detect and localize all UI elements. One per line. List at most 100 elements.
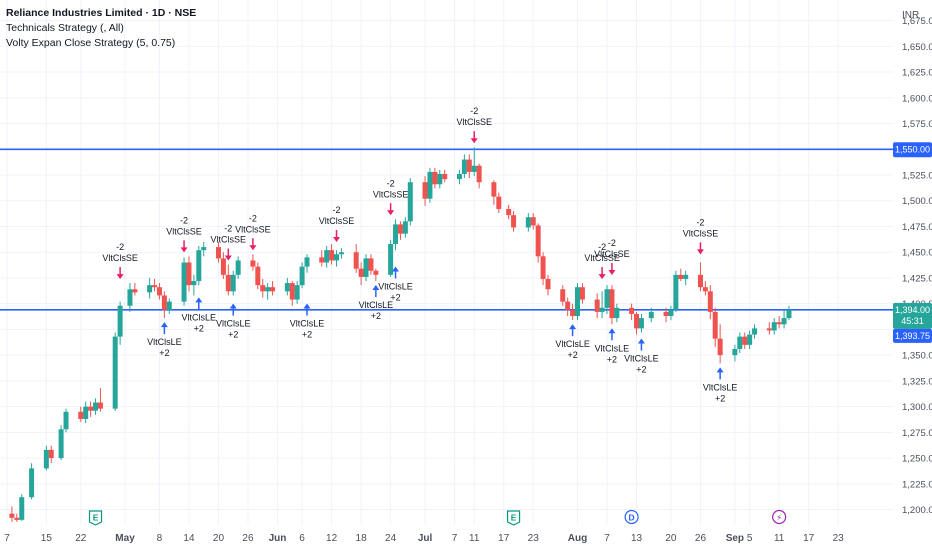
candle-body <box>697 274 703 288</box>
signal-label: VltClsLE <box>182 312 217 322</box>
candle-body <box>43 449 49 469</box>
signal-label: VltClsLE <box>147 337 182 347</box>
candle-body <box>324 250 330 263</box>
candle-body <box>575 287 581 317</box>
candle-body <box>191 281 197 286</box>
candle-body <box>461 159 467 174</box>
candle-body <box>702 287 708 292</box>
candle-body <box>329 250 335 261</box>
candle-body <box>225 274 231 292</box>
sell-arrow-head <box>249 245 257 251</box>
candle-body <box>186 262 192 286</box>
signal-label: VltClsSE <box>373 189 409 199</box>
signal-label: -2 <box>470 106 478 116</box>
candle-body <box>338 252 344 255</box>
buy-arrow-head <box>229 303 237 309</box>
candle-body <box>265 287 271 292</box>
x-tick-label: Jun <box>269 533 287 544</box>
candle-body <box>525 217 531 228</box>
y-tick-label: 1,300.00 <box>902 402 932 413</box>
candle-body <box>14 517 20 520</box>
candle-body <box>786 309 792 319</box>
signal-label: -2 <box>696 217 704 227</box>
split-marker-icon <box>772 509 787 525</box>
study-technicals[interactable]: Technicals Strategy (, All) <box>6 22 124 34</box>
signal-label: -2 <box>180 215 188 225</box>
y-tick-label: 1,600.00 <box>902 93 932 104</box>
candle-body <box>737 336 743 349</box>
signal-label: +2 <box>228 330 238 340</box>
candle-body <box>299 266 305 286</box>
signal-label: +2 <box>302 330 312 340</box>
x-tick-label: 6 <box>299 533 305 544</box>
signal-label: +2 <box>715 393 725 403</box>
event-markers: E E D ⚡ <box>88 509 787 526</box>
x-tick-label: 7 <box>452 533 458 544</box>
time-axis[interactable]: 7 15 22 May 8 14 20 26 Jun 6 12 18 24 Jul 7 11 17 23 Aug 7 1… <box>4 533 844 544</box>
y-tick-label: 1,275.00 <box>902 428 932 439</box>
signal-label: VltClsSE <box>235 224 271 234</box>
earnings-marker-label: E <box>93 513 99 523</box>
buy-arrow-head <box>392 266 400 272</box>
signal-label: +2 <box>607 354 617 364</box>
candle-body <box>717 338 723 356</box>
signal-label: +2 <box>194 323 204 333</box>
candle-body <box>683 274 689 279</box>
signal-label: VltClsSE <box>102 253 138 263</box>
x-tick-label: Aug <box>568 533 587 544</box>
y-tick-label: 1,525.00 <box>902 171 932 182</box>
candle-body <box>747 334 753 345</box>
sell-arrow-head <box>224 255 232 261</box>
x-tick-label: 14 <box>183 533 195 544</box>
candle-body <box>407 182 413 222</box>
candle-body <box>471 165 477 172</box>
candle-body <box>565 301 571 310</box>
candle-body <box>614 307 620 319</box>
x-tick-label: 13 <box>631 533 643 544</box>
candle-body <box>422 182 428 199</box>
earnings-marker-icon <box>506 510 521 526</box>
candle-body <box>771 322 777 331</box>
candle-body <box>83 406 89 419</box>
signal-label: VltClsLE <box>595 343 630 353</box>
candle-body <box>456 173 462 180</box>
x-tick-label: 18 <box>356 533 368 544</box>
signal-label: -2 <box>387 178 395 188</box>
candle-body <box>594 299 600 312</box>
y-tick-label: 1,675.00 <box>902 16 932 27</box>
sell-arrow-head <box>608 269 616 275</box>
candle-body <box>201 247 207 251</box>
signal-label: -2 <box>116 242 124 252</box>
candle-body <box>752 328 758 335</box>
symbol-title[interactable]: Reliance Industries Limited · 1D · NSE <box>6 7 197 19</box>
signal-label: VltClsSE <box>594 249 630 259</box>
candle-body <box>579 287 585 300</box>
candle-body <box>304 257 310 267</box>
candle-body <box>545 278 551 290</box>
candle-body <box>97 402 103 409</box>
study-volty-expan[interactable]: Volty Expan Close Strategy (5, 0.75) <box>6 37 176 49</box>
candle-body <box>358 268 364 277</box>
signal-label: +2 <box>371 311 381 321</box>
candle-body <box>63 411 69 430</box>
candle-body <box>112 336 118 409</box>
candle-body <box>776 322 782 325</box>
candle-body <box>181 262 187 302</box>
chart-legend: Reliance Industries Limited · 1D · NSE T… <box>6 6 196 51</box>
candle-body <box>466 159 472 172</box>
candle-body <box>284 283 290 292</box>
buy-arrow-head <box>195 297 203 303</box>
sell-arrow-head <box>333 237 341 243</box>
price-axis[interactable]: INR 1,200.00 1,225.00 1,250.00 1,275.00 1,30… <box>893 0 932 550</box>
candle-body <box>476 165 482 183</box>
y-tick-label: 1,450.00 <box>902 248 932 259</box>
sell-arrow-head <box>696 249 704 255</box>
candle-body <box>388 243 394 275</box>
horizontal-lines <box>0 148 893 311</box>
y-tick-label: 1,475.00 <box>902 222 932 233</box>
earnings-marker-icon <box>88 510 103 526</box>
candle-body <box>732 348 738 356</box>
candle-body <box>629 307 635 314</box>
